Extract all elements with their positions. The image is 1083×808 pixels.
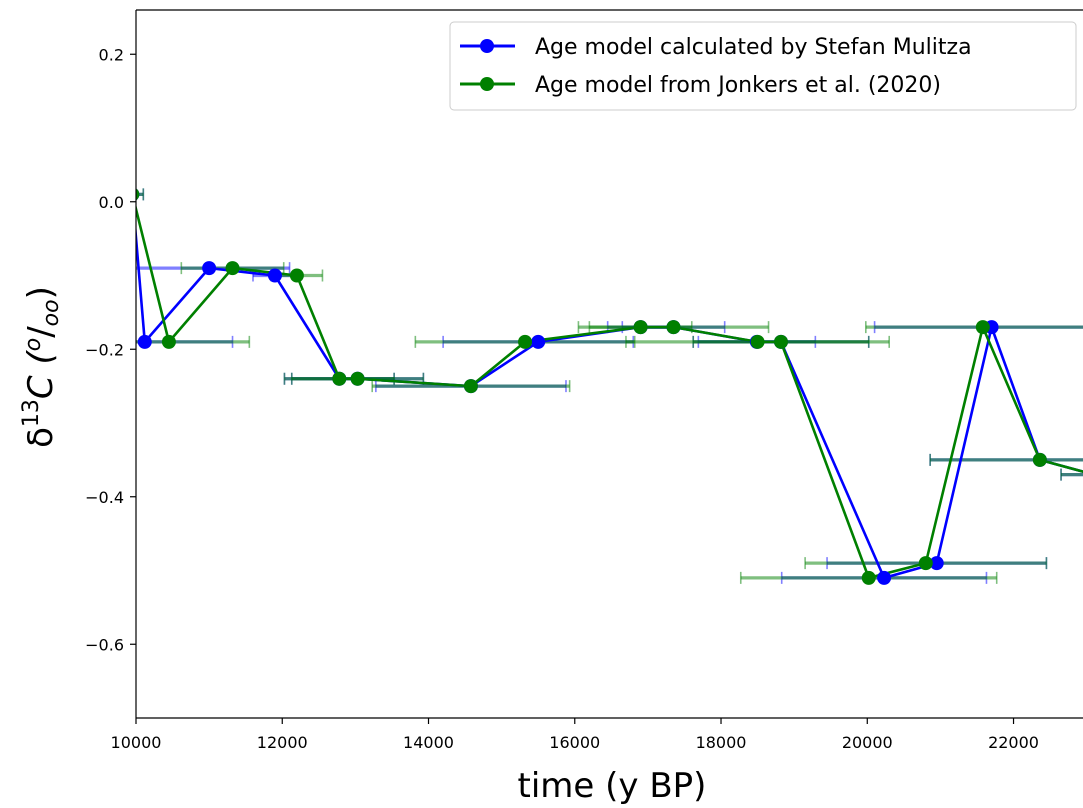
data-point-mulitza bbox=[877, 570, 892, 585]
data-point-jonkers bbox=[225, 261, 240, 276]
legend-marker-mulitza bbox=[480, 39, 494, 53]
data-point-jonkers bbox=[773, 334, 788, 349]
legend-label-jonkers: Age model from Jonkers et al. (2020) bbox=[535, 73, 941, 98]
data-point-jonkers bbox=[666, 320, 681, 335]
y-axis-title-oo: oo bbox=[39, 299, 64, 326]
data-point-jonkers bbox=[1032, 452, 1047, 467]
x-tick-label: 14000 bbox=[403, 733, 454, 752]
data-point-jonkers bbox=[136, 188, 140, 201]
y-axis-title: δ13C (o/oo) bbox=[19, 286, 64, 448]
y-ticks: −0.6 −0.4 −0.2 0.0 0.2 bbox=[85, 45, 136, 654]
data-point-mulitza bbox=[137, 334, 152, 349]
y-axis-title-slash: / bbox=[21, 326, 61, 338]
data-point-jonkers bbox=[518, 334, 533, 349]
data-point-mulitza bbox=[202, 261, 217, 276]
x-tick-label: 12000 bbox=[257, 733, 308, 752]
y-axis-title-sup: 13 bbox=[19, 399, 44, 427]
data-point-jonkers bbox=[975, 320, 990, 335]
data-point-jonkers bbox=[861, 570, 876, 585]
series-lines bbox=[136, 203, 1083, 580]
x-axis-title: time (y BP) bbox=[518, 766, 707, 806]
y-tick-label: −0.6 bbox=[85, 635, 124, 654]
y-tick-label: 0.0 bbox=[99, 193, 124, 212]
data-point-jonkers bbox=[918, 556, 933, 571]
x-ticks: 10000 12000 14000 16000 18000 20000 22000 bbox=[111, 718, 1039, 752]
data-point-jonkers bbox=[161, 334, 176, 349]
data-point-jonkers bbox=[350, 371, 365, 386]
data-point-mulitza bbox=[531, 334, 546, 349]
y-axis-title-delta: δ bbox=[21, 427, 61, 448]
error-bars bbox=[136, 188, 1083, 584]
y-tick-label: −0.4 bbox=[85, 488, 124, 507]
data-point-jonkers bbox=[750, 334, 765, 349]
data-point-jonkers bbox=[463, 379, 478, 394]
data-point-jonkers bbox=[289, 268, 304, 283]
y-tick-label: 0.2 bbox=[99, 45, 124, 64]
data-point-jonkers bbox=[332, 371, 347, 386]
y-axis-title-c: C ( bbox=[21, 350, 61, 400]
data-point-mulitza bbox=[267, 268, 282, 283]
x-tick-label: 18000 bbox=[696, 733, 747, 752]
y-axis-title-close: ) bbox=[21, 286, 61, 299]
series-points bbox=[136, 188, 1047, 585]
x-tick-label: 20000 bbox=[842, 733, 893, 752]
legend: Age model calculated by Stefan Mulitza A… bbox=[449, 21, 1077, 111]
series-line-jonkers bbox=[136, 203, 1083, 580]
legend-marker-jonkers bbox=[480, 77, 494, 91]
legend-box bbox=[449, 21, 1077, 111]
y-tick-label: −0.2 bbox=[85, 340, 124, 359]
x-tick-label: 16000 bbox=[549, 733, 600, 752]
series-line-mulitza bbox=[136, 222, 1083, 580]
x-tick-label: 10000 bbox=[111, 733, 162, 752]
legend-label-mulitza: Age model calculated by Stefan Mulitza bbox=[535, 35, 972, 60]
data-point-jonkers bbox=[633, 320, 648, 335]
data-point-mulitza bbox=[929, 556, 944, 571]
y-axis-title-o: o bbox=[21, 338, 46, 351]
x-tick-label: 22000 bbox=[988, 733, 1039, 752]
